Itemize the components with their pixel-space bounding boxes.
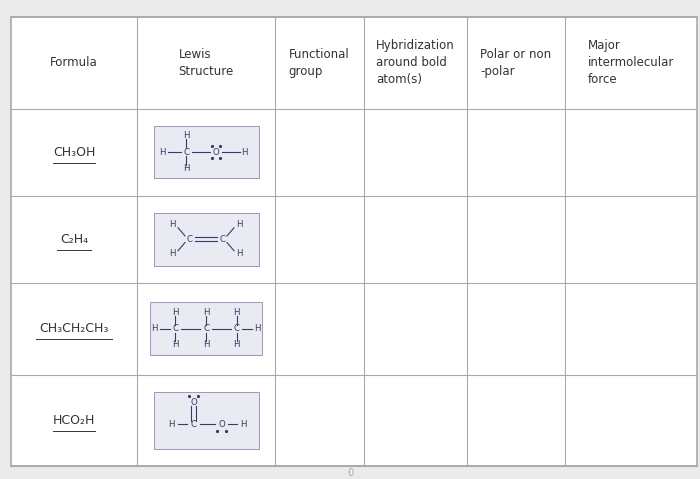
Text: H: H — [234, 308, 240, 318]
Bar — [150, 302, 262, 355]
Text: H: H — [203, 340, 209, 349]
Text: H: H — [241, 148, 248, 157]
Text: H: H — [203, 308, 209, 318]
Text: Major
intermolecular
force: Major intermolecular force — [587, 39, 674, 86]
Text: 0: 0 — [347, 468, 353, 478]
Text: C: C — [183, 148, 190, 157]
Text: H: H — [159, 148, 165, 157]
Text: H: H — [172, 340, 178, 349]
Bar — [153, 213, 258, 265]
Text: Hybridization
around bold
atom(s): Hybridization around bold atom(s) — [376, 39, 454, 86]
Text: H: H — [255, 324, 261, 333]
Text: H: H — [168, 420, 174, 429]
Text: Polar or non
-polar: Polar or non -polar — [480, 47, 552, 78]
Text: CH₃OH: CH₃OH — [52, 146, 95, 159]
Text: C: C — [186, 235, 193, 244]
Text: H: H — [234, 340, 240, 349]
Text: C: C — [234, 324, 240, 333]
Text: C₂H₄: C₂H₄ — [60, 233, 88, 246]
Text: H: H — [241, 420, 247, 429]
Text: O: O — [190, 398, 197, 407]
Text: H: H — [183, 131, 190, 140]
Text: C: C — [172, 324, 178, 333]
Text: Lewis
Structure: Lewis Structure — [178, 47, 234, 78]
Text: Formula: Formula — [50, 56, 98, 69]
Text: H: H — [183, 164, 190, 173]
Text: O: O — [218, 420, 225, 429]
Text: HCO₂H: HCO₂H — [52, 414, 95, 427]
Text: C: C — [190, 420, 197, 429]
Bar — [153, 392, 258, 449]
Text: H: H — [169, 220, 176, 229]
Text: H: H — [172, 308, 178, 318]
Bar — [153, 126, 258, 179]
Text: H: H — [237, 220, 243, 229]
Text: CH₃CH₂CH₃: CH₃CH₂CH₃ — [39, 322, 108, 335]
Text: H: H — [237, 249, 243, 258]
Text: Functional
group: Functional group — [289, 47, 349, 78]
Text: C: C — [220, 235, 226, 244]
Text: O: O — [212, 148, 219, 157]
Text: H: H — [169, 249, 176, 258]
Text: C: C — [203, 324, 209, 333]
Text: H: H — [151, 324, 158, 333]
